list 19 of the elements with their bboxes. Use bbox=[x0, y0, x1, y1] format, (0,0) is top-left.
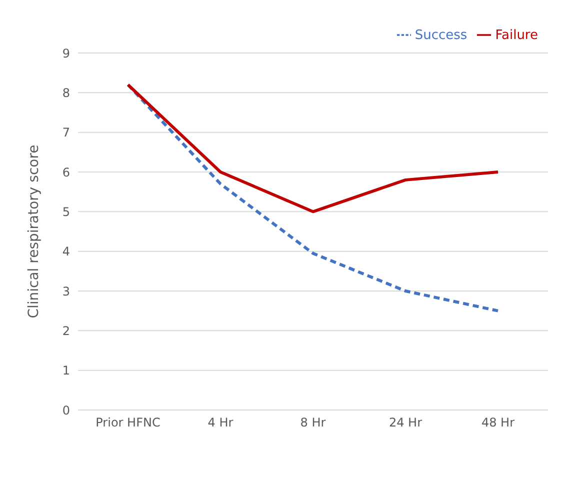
x-tick-label: 8 Hr bbox=[300, 416, 326, 430]
y-tick-label: 3 bbox=[62, 284, 70, 298]
x-tick-label: 4 Hr bbox=[208, 416, 234, 430]
x-tick-label: 24 Hr bbox=[388, 416, 422, 430]
legend-label: Success bbox=[414, 28, 468, 43]
legend-label: Failure bbox=[495, 28, 538, 43]
y-tick-label: 9 bbox=[62, 46, 70, 60]
line-series bbox=[126, 83, 500, 214]
y-tick-label: 0 bbox=[62, 403, 70, 418]
x-tick-label: 48 Hr bbox=[481, 416, 515, 430]
y-tick-label: 5 bbox=[62, 204, 70, 219]
y-tick-label: 1 bbox=[62, 364, 70, 378]
y-axis-title: Clinical respiratory score bbox=[26, 144, 42, 318]
y-tick-label: 8 bbox=[62, 86, 70, 100]
y-tick-label: 4 bbox=[62, 244, 70, 259]
x-tick-label: Prior HFNC bbox=[96, 416, 160, 430]
y-tick-label: 7 bbox=[62, 126, 70, 140]
y-tick-label: 2 bbox=[62, 324, 70, 338]
y-tick-label: 6 bbox=[62, 165, 70, 180]
